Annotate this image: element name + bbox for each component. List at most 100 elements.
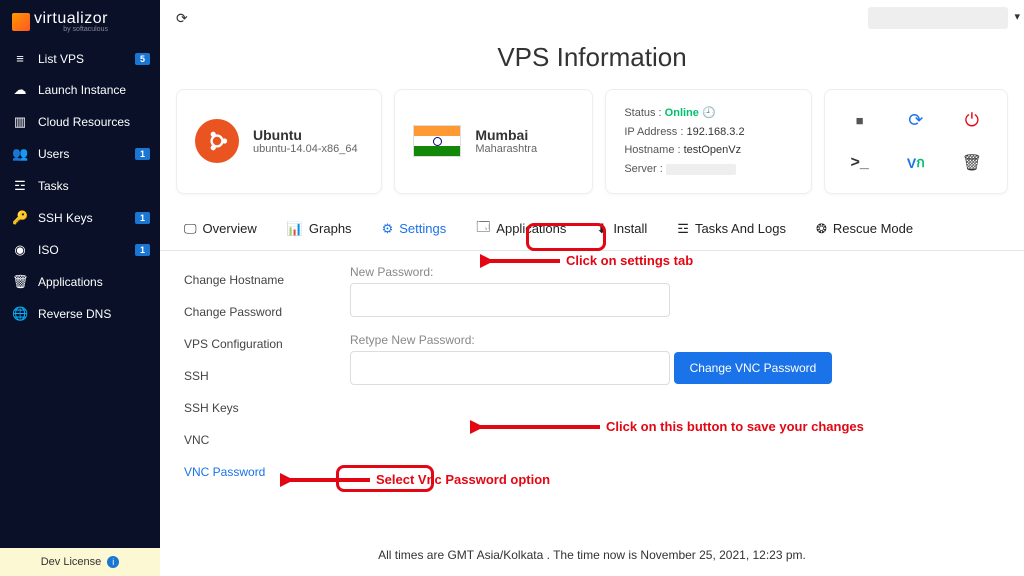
lifebuoy-icon: ❂ bbox=[816, 221, 827, 237]
key-icon: 🔑 bbox=[12, 210, 28, 226]
hostname-key: Hostname : bbox=[624, 144, 680, 156]
vnc-icon[interactable]: Vก bbox=[905, 152, 927, 174]
hostname-value: testOpenVz bbox=[684, 144, 741, 156]
info-icon: i bbox=[107, 556, 119, 568]
tab-bar: 🖵 Overview 📊 Graphs ⚙ Settings 🗔 Application… bbox=[160, 194, 1024, 251]
sidebar-item-users[interactable]: 👥 Users 1 bbox=[0, 138, 160, 170]
ip-key: IP Address : bbox=[624, 126, 683, 138]
cloud-up-icon: ☁ bbox=[12, 82, 28, 98]
monitor-icon: 🖵 bbox=[184, 221, 197, 237]
sidebar-item-label: Applications bbox=[38, 275, 103, 289]
sidebar-item-label: Users bbox=[38, 147, 69, 161]
tab-label: Settings bbox=[399, 221, 446, 236]
badge: 1 bbox=[135, 212, 150, 224]
delete-icon[interactable]: 🗑 bbox=[961, 152, 983, 174]
sidebar-nav: ≡ List VPS 5 ☁ Launch Instance ▥ Cloud Resou… bbox=[0, 43, 160, 548]
badge: 5 bbox=[135, 53, 150, 65]
clock-icon: 🕘 bbox=[702, 107, 716, 119]
status-key: Status : bbox=[624, 107, 661, 119]
sidebar-item-tasks[interactable]: ☲ Tasks bbox=[0, 170, 160, 202]
sidebar-item-ssh-keys[interactable]: 🔑SSH Keys1 bbox=[0, 202, 160, 234]
tab-graphs[interactable]: 📊 Graphs bbox=[283, 212, 356, 250]
sidebar-item-label: Launch Instance bbox=[38, 83, 126, 97]
apps-icon: 🗑 bbox=[12, 274, 28, 290]
subitem-ssh-keys[interactable]: SSH Keys bbox=[180, 393, 330, 423]
subitem-vnc[interactable]: VNC bbox=[180, 425, 330, 455]
ubuntu-icon bbox=[195, 119, 239, 163]
sidebar-item-cloud-resources[interactable]: ▥ Cloud Resources bbox=[0, 106, 160, 138]
status-value: Online bbox=[665, 107, 699, 119]
topbar: ⟳ bbox=[160, 0, 1024, 36]
account-menu[interactable] bbox=[868, 7, 1008, 29]
sidebar-item-list-vps[interactable]: ≡ List VPS 5 bbox=[0, 43, 160, 74]
retype-password-input[interactable] bbox=[350, 351, 670, 385]
dev-license-label: Dev License bbox=[41, 556, 102, 568]
tab-settings[interactable]: ⚙ Settings bbox=[378, 212, 451, 250]
globe-icon: 🌐 bbox=[12, 306, 28, 322]
tab-tasks-logs[interactable]: ☲ Tasks And Logs bbox=[673, 212, 790, 250]
graph-icon: 📊 bbox=[287, 221, 303, 237]
sidebar-item-label: Tasks bbox=[38, 179, 69, 193]
tasks-icon: ☲ bbox=[12, 178, 28, 194]
sidebar-item-applications[interactable]: 🗑 Applications bbox=[0, 266, 160, 298]
actions-card: ■ ⟳ ⏻ >_ Vก 🗑 bbox=[824, 89, 1008, 194]
ip-value: 192.168.3.2 bbox=[686, 126, 744, 138]
list-check-icon: ☲ bbox=[677, 221, 689, 237]
location-card: Mumbai Maharashtra bbox=[394, 89, 593, 194]
new-password-label: New Password: bbox=[350, 265, 1004, 279]
tab-label: Applications bbox=[496, 221, 566, 236]
chart-icon: ▥ bbox=[12, 114, 28, 130]
badge: 1 bbox=[135, 244, 150, 256]
logo: virtualizor by softaculous bbox=[0, 0, 160, 43]
location-city: Mumbai bbox=[475, 127, 537, 143]
power-icon[interactable]: ⏻ bbox=[961, 109, 983, 131]
settings-submenu: Change Hostname Change Password VPS Conf… bbox=[180, 265, 330, 487]
subitem-vnc-password[interactable]: VNC Password bbox=[180, 457, 330, 487]
sidebar-item-reverse-dns[interactable]: 🌐 Reverse DNS bbox=[0, 298, 160, 330]
tab-label: Tasks And Logs bbox=[695, 221, 786, 236]
users-icon: 👥 bbox=[12, 146, 28, 162]
server-value-redacted bbox=[666, 164, 736, 175]
tab-label: Rescue Mode bbox=[833, 221, 913, 236]
sidebar-item-launch[interactable]: ☁ Launch Instance bbox=[0, 74, 160, 106]
list-icon: ≡ bbox=[12, 51, 28, 66]
badge: 1 bbox=[135, 148, 150, 160]
retype-password-label: Retype New Password: bbox=[350, 333, 1004, 347]
subitem-vps-config[interactable]: VPS Configuration bbox=[180, 329, 330, 359]
content: Change Hostname Change Password VPS Conf… bbox=[160, 251, 1024, 501]
restart-icon[interactable]: ⟳ bbox=[905, 109, 927, 131]
sidebar-item-iso[interactable]: ◉ ISO 1 bbox=[0, 234, 160, 266]
download-icon: ⬇ bbox=[596, 221, 607, 237]
sidebar-item-label: Reverse DNS bbox=[38, 307, 111, 321]
change-vnc-password-button[interactable]: Change VNC Password bbox=[674, 352, 833, 384]
dev-license-banner[interactable]: Dev License i bbox=[0, 548, 160, 576]
tab-label: Graphs bbox=[309, 221, 352, 236]
sidebar-item-label: List VPS bbox=[38, 52, 84, 66]
page-title: VPS Information bbox=[160, 42, 1024, 73]
location-state: Maharashtra bbox=[475, 143, 537, 155]
tab-overview[interactable]: 🖵 Overview bbox=[180, 212, 261, 250]
os-version: ubuntu-14.04-x86_64 bbox=[253, 143, 358, 155]
gear-icon: ⚙ bbox=[382, 221, 394, 237]
india-flag-icon bbox=[413, 125, 461, 157]
main: ⟳ VPS Information Ubuntu ubuntu-14.04-x8… bbox=[160, 0, 1024, 576]
tab-install[interactable]: ⬇Install bbox=[592, 212, 651, 250]
subitem-hostname[interactable]: Change Hostname bbox=[180, 265, 330, 295]
sidebar: virtualizor by softaculous ≡ List VPS 5 ☁ L… bbox=[0, 0, 160, 576]
disc-icon: ◉ bbox=[12, 242, 28, 258]
footer-text: All times are GMT Asia/Kolkata . The tim… bbox=[160, 538, 1024, 572]
subitem-ssh[interactable]: SSH bbox=[180, 361, 330, 391]
stop-icon[interactable]: ■ bbox=[849, 109, 871, 131]
refresh-icon[interactable]: ⟳ bbox=[176, 10, 188, 27]
tab-applications[interactable]: 🗔 Applications bbox=[472, 212, 570, 250]
apps-icon: 🗔 bbox=[476, 218, 490, 240]
tab-label: Overview bbox=[203, 221, 257, 236]
sidebar-item-label: Cloud Resources bbox=[38, 115, 130, 129]
status-card: Status : Online 🕘 IP Address : 192.168.3… bbox=[605, 89, 811, 194]
logo-mark-icon bbox=[12, 13, 30, 31]
new-password-input[interactable] bbox=[350, 283, 670, 317]
terminal-icon[interactable]: >_ bbox=[849, 152, 871, 174]
sidebar-item-label: ISO bbox=[38, 243, 59, 257]
tab-rescue[interactable]: ❂ Rescue Mode bbox=[812, 212, 917, 250]
subitem-password[interactable]: Change Password bbox=[180, 297, 330, 327]
